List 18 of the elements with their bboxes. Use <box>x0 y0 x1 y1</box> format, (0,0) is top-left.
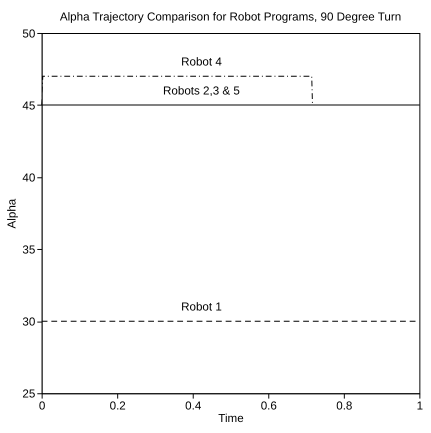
y-axis-title: Alpha <box>6 198 19 228</box>
y-tick-label: 25 <box>22 388 36 401</box>
y-tick-label: 30 <box>22 316 36 329</box>
x-axis-title: Time <box>218 412 244 425</box>
y-tick-label: 45 <box>22 99 36 112</box>
series-label: Robot 1 <box>181 300 222 314</box>
x-tick-label: 0.8 <box>336 399 352 412</box>
series-label: Robot 4 <box>181 56 222 69</box>
x-tick-label: 1 <box>416 399 424 412</box>
x-tick-label: 0.4 <box>185 399 202 412</box>
x-tick-label: 0.2 <box>110 399 126 412</box>
x-tick-label: 0 <box>38 399 46 412</box>
y-tick-label: 50 <box>22 27 36 40</box>
series-label: Robots 2,3 & 5 <box>163 84 240 98</box>
x-tick-label: 0.6 <box>260 399 277 412</box>
y-tick-label: 35 <box>22 244 36 257</box>
y-tick-label: 40 <box>22 171 36 184</box>
chart-title: Alpha Trajectory Comparison for Robot Programs, 90 Degree Turn <box>60 10 402 24</box>
